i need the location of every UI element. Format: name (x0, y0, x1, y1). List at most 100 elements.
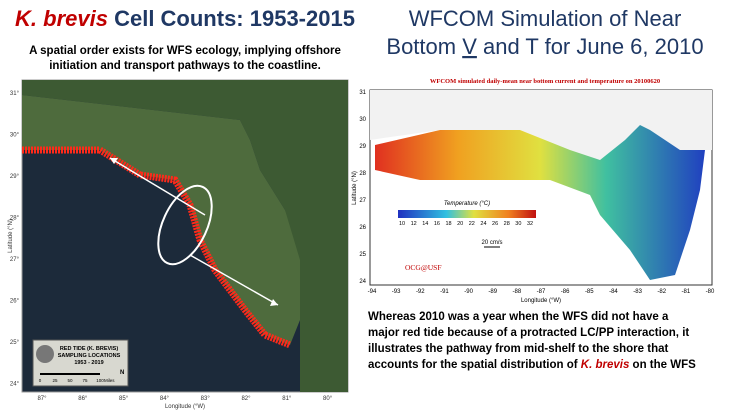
left-title: K. brevis Cell Counts: 1953-2015 (15, 6, 355, 31)
lat-tick: 30° (10, 133, 20, 139)
lat-tick: 28° (10, 216, 20, 222)
map-title: WFCOM simulated daily-mean near bottom c… (430, 78, 660, 85)
legend-text: RED TIDE (K. BREVIS) (60, 346, 119, 352)
lon-tick: 80° (323, 396, 333, 402)
colorbar-tick: 22 (469, 221, 475, 227)
scale-bar (40, 373, 100, 375)
land (370, 90, 712, 160)
lon-tick: -90 (464, 289, 473, 295)
scale-tick: 25 (52, 378, 58, 383)
colorbar-tick: 26 (492, 221, 498, 227)
lon-tick: -81 (682, 289, 691, 295)
lat-tick: 29 (359, 144, 366, 150)
lat-tick: 29° (10, 174, 20, 180)
colorbar-tick: 18 (445, 221, 451, 227)
lat-tick: 26 (359, 225, 366, 231)
lon-tick: 85° (119, 396, 129, 402)
lat-tick: 31° (10, 91, 20, 97)
lat-tick: 25° (10, 340, 20, 346)
seal (36, 345, 54, 363)
colorbar-label: Temperature (°C) (444, 201, 490, 207)
lat-tick: 24° (10, 382, 20, 388)
paragraph-line: Whereas 2010 was a year when the WFS did… (368, 311, 669, 323)
lon-tick: -94 (368, 289, 377, 295)
x-label: Longitude (°W) (521, 298, 561, 304)
lon-tick: 84° (160, 396, 170, 402)
paragraph-seg: accounts for the spatial distribution of (368, 359, 581, 371)
lon-tick: 87° (37, 396, 47, 402)
legend-text: 1953 - 2019 (74, 360, 103, 366)
colorbar-tick: 20 (457, 221, 463, 227)
lon-tick: 83° (201, 396, 211, 402)
vector-scale: 20 cm/s (481, 240, 502, 246)
lat-tick: 24 (359, 279, 366, 285)
lat-tick: 27° (10, 257, 20, 263)
north: N (120, 370, 124, 376)
arrowhead (270, 299, 278, 306)
subtitle: A spatial order exists for WFS ecology, … (29, 45, 341, 57)
colorbar-tick: 12 (411, 221, 417, 227)
lon-tick: -80 (706, 289, 715, 295)
colorbar-tick: 10 (399, 221, 405, 227)
right-title: Bottom V and T for June 6, 2010 (386, 34, 703, 59)
lat-tick: 27 (359, 198, 366, 204)
florida (22, 95, 300, 345)
scale-tick: 0 (39, 378, 42, 383)
lat-tick: 28 (359, 171, 366, 177)
lon-tick: 86° (78, 396, 88, 402)
lon-tick: -88 (513, 289, 522, 295)
y-label: Latitude (°N) (8, 219, 14, 253)
paragraph-line: illustrates the pathway from mid-shelf t… (368, 343, 668, 355)
colorbar-tick: 30 (515, 221, 521, 227)
lon-tick: -91 (440, 289, 449, 295)
scale-unit: Miles (104, 378, 115, 383)
arrowhead (110, 158, 118, 164)
colorbar-tick: 16 (434, 221, 440, 227)
title-seg: Bottom (386, 34, 462, 59)
lon-tick: -82 (657, 289, 666, 295)
lat-tick: 31 (359, 90, 366, 96)
title-italic: K. brevis (15, 6, 108, 31)
x-label: Longitude (°W) (165, 404, 205, 410)
scale-tick: 100 (96, 378, 104, 383)
colorbar-tick: 28 (504, 221, 510, 227)
lon-tick: 81° (282, 396, 292, 402)
y-label: Latitude (°N) (352, 171, 358, 205)
arrow (189, 254, 279, 306)
lon-tick: -86 (561, 289, 570, 295)
lon-tick: -84 (609, 289, 618, 295)
paragraph-italic: K. brevis (581, 359, 630, 371)
right-title: WFCOM Simulation of Near (409, 6, 682, 31)
scale-tick: 75 (82, 378, 88, 383)
title-seg: V (462, 34, 477, 59)
red-tide-points (22, 146, 292, 349)
subtitle: initiation and transport pathways to the… (49, 60, 321, 72)
lon-tick: -89 (488, 289, 497, 295)
colorbar (398, 210, 536, 218)
lat-tick: 25 (359, 252, 366, 258)
lon-tick: -83 (633, 289, 642, 295)
colorbar-tick: 32 (527, 221, 533, 227)
paragraph-line: accounts for the spatial distribution of… (368, 359, 696, 371)
scale-tick: 50 (67, 378, 73, 383)
title-seg: and T for June 6, 2010 (477, 34, 704, 59)
lat-tick: 26° (10, 299, 20, 305)
paragraph-line: major red tide because of a protracted L… (368, 327, 689, 339)
lon-tick: -92 (416, 289, 425, 295)
ellipse (157, 184, 213, 266)
lon-tick: -93 (392, 289, 401, 295)
lon-tick: -87 (537, 289, 546, 295)
title-rest: Cell Counts: 1953-2015 (108, 6, 355, 31)
lon-tick: -85 (585, 289, 594, 295)
temperature-field (375, 125, 705, 280)
arrow (109, 157, 206, 216)
lat-tick: 30 (359, 117, 366, 123)
colorbar-tick: 24 (480, 221, 486, 227)
colorbar-tick: 14 (422, 221, 428, 227)
lon-tick: 82° (241, 396, 251, 402)
land (22, 80, 348, 392)
credit: OCG@USF (405, 263, 442, 272)
legend-text: SAMPLING LOCATIONS (58, 353, 121, 359)
paragraph-seg: on the WFS (629, 359, 696, 371)
